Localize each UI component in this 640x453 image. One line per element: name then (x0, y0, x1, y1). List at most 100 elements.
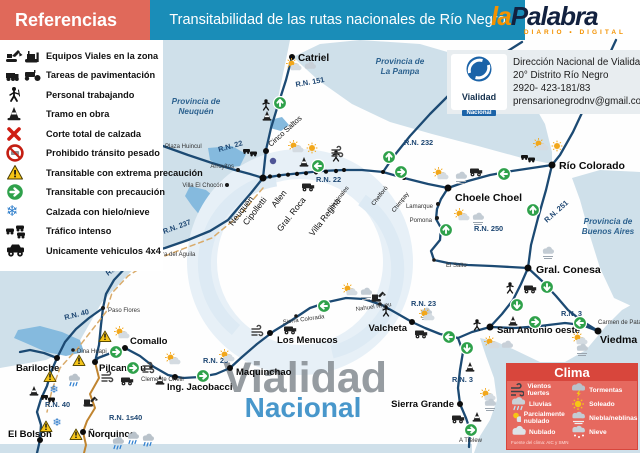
lake-shape (14, 326, 84, 356)
contact-line-email: prensarionegrodnv@gmail.com (513, 96, 640, 107)
weather-item-sun: Soleado (570, 397, 637, 411)
legend-item-no-heavy: Prohibido tránsito pesado (0, 144, 163, 164)
green-arrow-icon (381, 149, 397, 165)
place-label: Carmen de Patagones (598, 320, 640, 326)
legend-item-works: Tramo en obra (0, 105, 163, 125)
cone-icon (465, 362, 475, 372)
place-label: Paso Flores (108, 308, 140, 314)
extreme-caution-icon (6, 164, 46, 181)
town-dot (285, 172, 291, 177)
green-arrow-icon (108, 344, 124, 360)
city-marker (54, 355, 60, 361)
worker-icon (473, 319, 481, 331)
legend-item-4x4: Unicamente vehiculos 4x4 (0, 241, 163, 261)
contact-line-district: 20° Distrito Río Negro (513, 70, 609, 81)
wind-icon (511, 383, 525, 397)
caution-icon (6, 183, 46, 201)
town-dot (294, 171, 300, 176)
weather-source: Fuente del clima: AIC y SMN (511, 440, 569, 445)
city-marker (342, 168, 346, 172)
vialidad-contact-box: Vialidad Nacional Dirección Nacional de … (447, 50, 640, 116)
city-label: Río Colorado (559, 160, 625, 172)
paving-machine-icon (121, 377, 134, 386)
brand-palabra: Palabra (510, 1, 599, 31)
legend-label: Personal trabajando (46, 89, 135, 100)
worker-icon (382, 305, 390, 317)
road (101, 176, 265, 310)
weather-icon-pc (533, 138, 549, 151)
legend-label: Transitable con precaución (46, 187, 165, 198)
green-arrow-icon (539, 279, 555, 295)
city-label: Ñorquinco (88, 429, 136, 440)
weather-icon-pc (572, 332, 588, 345)
green-arrow-icon (310, 158, 326, 174)
warning-icon (39, 420, 53, 432)
city-label: Pilcaniyeu (99, 363, 146, 374)
cloud-icon (512, 425, 526, 435)
legend-label: Tráfico intenso (46, 226, 112, 237)
weather-icon-pc (419, 308, 435, 321)
green-arrow-icon (509, 297, 525, 313)
road (82, 361, 100, 453)
ice-snow-icon: ❄ (6, 203, 19, 221)
cone-icon (155, 375, 165, 385)
weather-item-label: Niebla/neblinas (589, 414, 638, 422)
place-label: A Trelew (459, 438, 483, 444)
weather-icon-fog (472, 212, 484, 225)
worker-icon (506, 282, 514, 294)
green-arrow-icon (496, 166, 512, 182)
header: Referencias Transitabilidad de las rutas… (0, 0, 640, 40)
weather-icon-pc (454, 208, 470, 221)
lake-shape (208, 146, 246, 168)
warning-icon (98, 330, 112, 342)
paving-machine-icon (302, 183, 315, 192)
cone-icon (508, 316, 518, 326)
contact-line-org: Dirección Nacional de Vialidad (513, 57, 640, 68)
vialidad-swoosh-icon (466, 56, 492, 82)
paving-machine-icon (415, 330, 428, 339)
place-marker (71, 348, 75, 352)
weather-item-rain: Lluvias (510, 397, 570, 411)
city-label: Catriel (298, 53, 329, 64)
place-marker (435, 216, 439, 220)
paving-machine-icon (524, 285, 537, 294)
weather-icon-fog (360, 287, 372, 300)
town-dot (323, 169, 329, 174)
city-label: San Antonio oeste (497, 325, 580, 336)
city-label: Comallo (130, 336, 168, 347)
weather-icon-rain (68, 373, 81, 387)
watermark-swoosh (197, 173, 278, 336)
city-marker (594, 327, 602, 335)
province-label: La Pampa (381, 67, 420, 76)
place-marker (436, 202, 440, 206)
weather-icon-cloud (501, 340, 513, 348)
city-marker (548, 161, 556, 169)
place-label: Arroyitos (210, 164, 234, 170)
city-marker (122, 345, 128, 351)
route-label: R.N. 3 (561, 309, 582, 318)
lake-shape (270, 117, 289, 131)
weather-icon-fog (542, 246, 554, 259)
city-marker (486, 323, 494, 331)
road-closed-icon (6, 126, 46, 142)
weather-icon-pc (342, 283, 358, 296)
weather-item-label: Nieve (589, 428, 607, 436)
town-dot (333, 168, 339, 174)
legend-label: Calzada con hielo/nieve (46, 206, 150, 217)
city-marker (289, 54, 295, 60)
weather-icon-wind (101, 370, 114, 383)
weather-icon-wind (251, 324, 264, 337)
weather-icon-wind (142, 361, 155, 374)
green-arrow-icon (459, 340, 475, 356)
legend-label: Tareas de pavimentación (46, 70, 156, 81)
weather-item-storm: Tormentas (570, 383, 637, 397)
green-arrow-icon (525, 202, 541, 218)
nacional-logo-word: Nacional (462, 110, 496, 116)
city-marker (80, 429, 86, 435)
road-equipment-icon (6, 48, 46, 64)
road (261, 55, 294, 180)
green-arrow-icon (572, 315, 588, 331)
legend-label: Prohibido tránsito pesado (46, 148, 160, 159)
place-label: Piedra del Águila (150, 251, 196, 258)
cone-icon (299, 157, 309, 167)
